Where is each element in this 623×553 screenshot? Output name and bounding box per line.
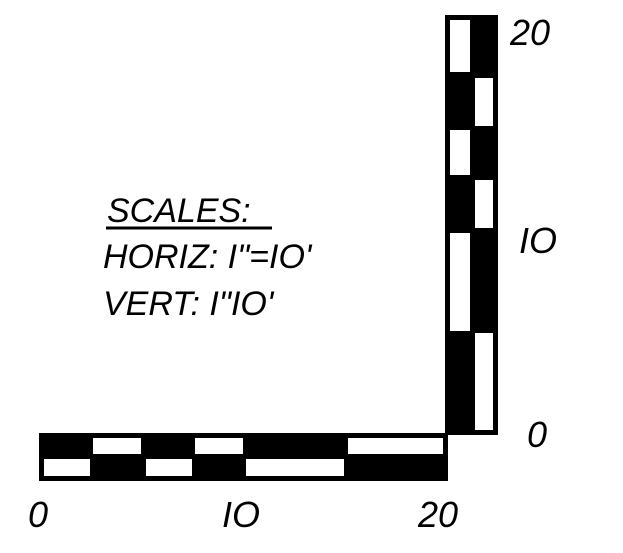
vertical-scale-cell [475, 333, 493, 430]
horizontal-scale-cell [146, 459, 192, 476]
vertical-scale-cell [450, 233, 470, 331]
legend-horizontal-scale: HORIZ: I"=IO' [103, 238, 313, 276]
vertical-scale-cell [475, 180, 493, 228]
horizontal-scale-cell [44, 459, 90, 476]
horizontal-scale-cell [93, 438, 141, 454]
legend-vertical-scale: VERT: I"IO' [103, 285, 275, 323]
vertical-scale-cell [450, 20, 470, 72]
vertical-tick-label-20: 20 [509, 12, 550, 53]
horizontal-tick-label-20: 20 [417, 494, 458, 535]
vertical-scale-bar [445, 15, 498, 435]
legend-title: SCALES: [107, 192, 251, 230]
horizontal-tick-label-10: IO [222, 494, 260, 535]
vertical-tick-label-10: IO [519, 220, 557, 261]
horizontal-scale-cell [195, 438, 243, 454]
vertical-scale-cell [475, 78, 493, 126]
horizontal-scale-bar [39, 433, 448, 481]
vertical-tick-label-0: 0 [527, 414, 547, 455]
vertical-scale-cell [450, 130, 470, 175]
scale-legend: SCALES: HORIZ: I"=IO' VERT: I"IO' [103, 192, 313, 323]
horizontal-scale-cell [246, 459, 344, 476]
horizontal-scale-cell [348, 438, 443, 454]
horizontal-tick-label-0: 0 [28, 494, 48, 535]
